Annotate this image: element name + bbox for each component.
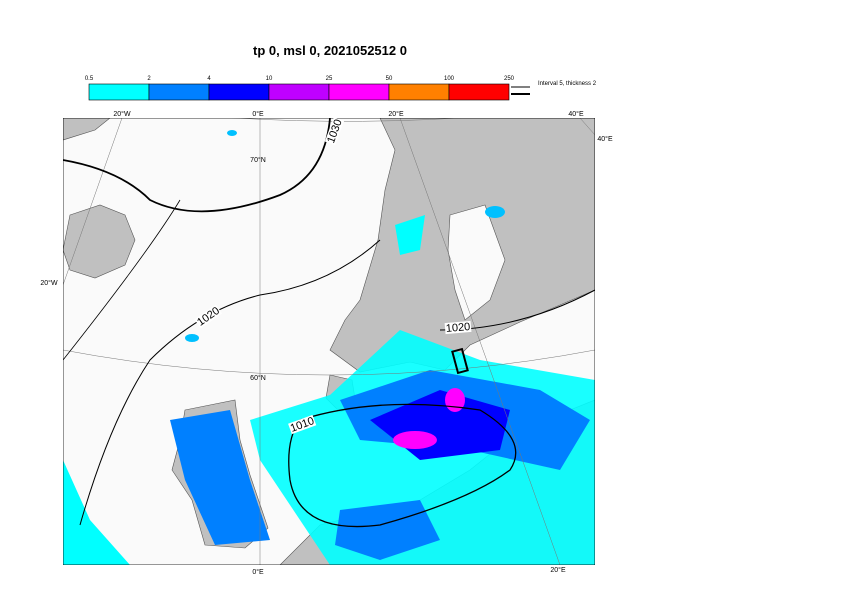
graticule-label: 0°E xyxy=(252,110,264,118)
graticule-label: 40°E xyxy=(597,135,613,143)
graticule xyxy=(63,118,595,565)
isobar-label-bg xyxy=(444,320,472,335)
colorbar-segment xyxy=(148,83,210,101)
colorbar-label: 10 xyxy=(266,76,273,82)
colorbar-segment xyxy=(328,83,390,101)
colorbar-label: 25 xyxy=(326,76,333,82)
colorbar-segment xyxy=(448,83,510,101)
isobar-label-bg xyxy=(194,304,223,329)
graticule-label: 0°E xyxy=(252,568,264,576)
contour-legend: Interval 5, thickness 2 xyxy=(538,81,597,87)
graticule-label: 70°N xyxy=(250,156,266,164)
colorbar-label: 2 xyxy=(147,76,151,82)
graticule-label: 40°E xyxy=(568,110,584,118)
map xyxy=(63,118,595,565)
colorbar-segment xyxy=(388,83,450,101)
title: tp 0, msl 0, 2021052512 0 xyxy=(253,43,407,58)
colorbar-label: 100 xyxy=(444,76,455,82)
colorbar-segment xyxy=(268,83,330,101)
colorbar: 0.5 2 4 10 25 50 100 250 xyxy=(85,76,515,101)
colorbar-label: 4 xyxy=(207,76,211,82)
graticule-label: 60°N xyxy=(250,374,266,382)
colorbar-label: 0.5 xyxy=(85,76,94,82)
isobar-label-bg xyxy=(324,117,345,146)
colorbar-label: 250 xyxy=(504,76,515,82)
precipitation xyxy=(63,130,595,565)
graticule-label: 20°W xyxy=(40,279,58,287)
isobar-label: 1020 xyxy=(445,321,470,335)
graticule-label: 20°E xyxy=(388,110,404,118)
colorbar-label: 50 xyxy=(386,76,393,82)
colorbar-segment xyxy=(88,83,150,101)
colorbar-segment xyxy=(208,83,270,101)
isobar-label-bg xyxy=(288,414,317,435)
graticule-label: 20°W xyxy=(113,110,131,118)
graticule-label: 20°E xyxy=(550,566,566,574)
isobars xyxy=(63,118,595,565)
